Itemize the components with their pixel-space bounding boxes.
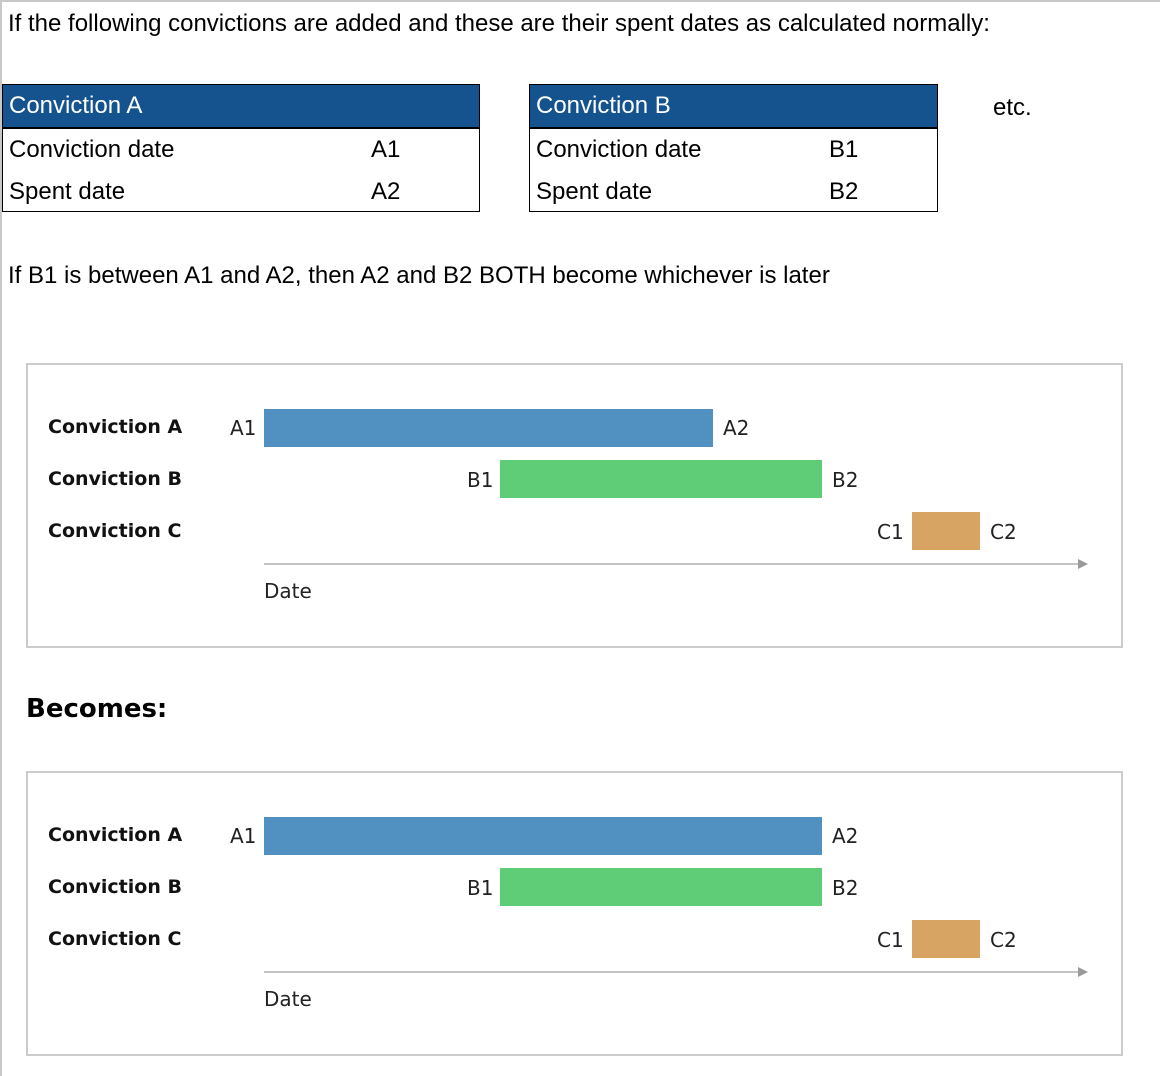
marker-a1: A1 — [230, 824, 257, 848]
axis-label: Date — [264, 579, 312, 603]
conviction-a-table-header: Conviction A — [3, 85, 479, 129]
row-label-conviction-c: Conviction C — [48, 520, 182, 542]
conviction-b-spent-row: Spent date B2 — [530, 171, 937, 213]
marker-c1: C1 — [877, 928, 904, 952]
conviction-a-spent-row: Spent date A2 — [3, 171, 479, 213]
conviction-a-bar — [264, 409, 713, 447]
row-label-conviction-b: Conviction B — [48, 876, 182, 898]
marker-b2: B2 — [832, 468, 859, 492]
row-label-conviction-c: Conviction C — [48, 928, 182, 950]
conviction-date-label: Conviction date — [9, 136, 175, 163]
marker-b2: B2 — [832, 876, 859, 900]
conviction-a-table: Conviction A Conviction date A1 Spent da… — [2, 84, 480, 212]
timeline-before-panel: Conviction A A1 A2 Conviction B B1 B2 Co… — [26, 363, 1123, 648]
conviction-b-table-header: Conviction B — [530, 85, 937, 129]
conviction-date-value: B1 — [829, 136, 859, 163]
conviction-c-bar — [912, 512, 980, 550]
etc-text: etc. — [993, 94, 1032, 121]
conviction-date-label: Conviction date — [536, 136, 702, 163]
spent-date-label: Spent date — [536, 178, 653, 205]
timeline-after-panel: Conviction A A1 A2 Conviction B B1 B2 Co… — [26, 771, 1123, 1056]
row-label-conviction-a: Conviction A — [48, 824, 183, 846]
marker-a1: A1 — [230, 416, 257, 440]
conviction-b-bar — [500, 868, 822, 906]
conviction-b-bar — [500, 460, 822, 498]
marker-c2: C2 — [990, 520, 1017, 544]
conviction-a-date-row: Conviction date A1 — [3, 129, 479, 171]
date-axis — [264, 971, 1086, 973]
marker-b1: B1 — [467, 468, 494, 492]
conviction-date-value: A1 — [371, 136, 401, 163]
marker-c1: C1 — [877, 520, 904, 544]
axis-label: Date — [264, 987, 312, 1011]
spent-date-label: Spent date — [9, 178, 126, 205]
marker-a2: A2 — [832, 824, 859, 848]
becomes-heading: Becomes: — [26, 694, 168, 724]
axis-arrow-icon — [1078, 559, 1088, 569]
row-label-conviction-a: Conviction A — [48, 416, 183, 438]
marker-c2: C2 — [990, 928, 1017, 952]
conviction-c-bar — [912, 920, 980, 958]
marker-a2: A2 — [723, 416, 750, 440]
intro-text: If the following convictions are added a… — [8, 10, 990, 37]
axis-arrow-icon — [1078, 967, 1088, 977]
rule-text: If B1 is between A1 and A2, then A2 and … — [8, 262, 830, 289]
spent-date-value: A2 — [371, 178, 401, 205]
spent-date-value: B2 — [829, 178, 859, 205]
date-axis — [264, 563, 1086, 565]
marker-b1: B1 — [467, 876, 494, 900]
row-label-conviction-b: Conviction B — [48, 468, 182, 490]
conviction-b-table: Conviction B Conviction date B1 Spent da… — [529, 84, 938, 212]
conviction-b-date-row: Conviction date B1 — [530, 129, 937, 171]
conviction-a-bar — [264, 817, 822, 855]
